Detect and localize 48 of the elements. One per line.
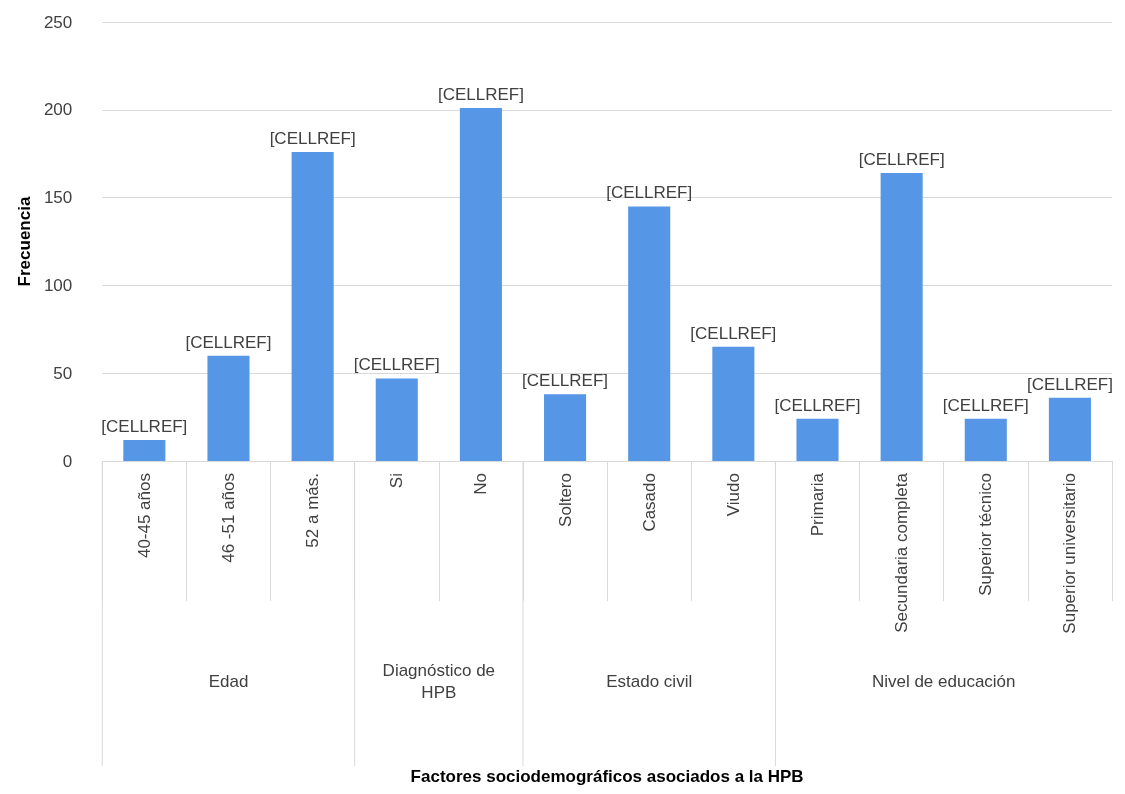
y-tick-label: 150 bbox=[43, 188, 73, 208]
x-tick-label: Viudo bbox=[723, 473, 743, 517]
bar bbox=[207, 355, 250, 461]
y-tick-label: 100 bbox=[43, 275, 73, 295]
bar bbox=[712, 346, 755, 461]
data-label: [CELLREF] bbox=[1026, 374, 1113, 394]
bar bbox=[628, 206, 671, 461]
x-tick-label: Casado bbox=[639, 473, 659, 532]
bar bbox=[796, 418, 839, 461]
x-tick-label: Superior universitario bbox=[1060, 473, 1080, 634]
x-tick-label: 46 -51 años bbox=[218, 473, 238, 563]
bar bbox=[375, 378, 418, 461]
data-label: [CELLREF] bbox=[690, 323, 777, 343]
x-tick-label: Primaria bbox=[807, 472, 827, 537]
x-tick-label: 40-45 años bbox=[134, 473, 154, 559]
bar bbox=[1048, 397, 1091, 461]
y-tick-label: 250 bbox=[43, 12, 73, 32]
data-label: [CELLREF] bbox=[606, 183, 693, 203]
bar bbox=[123, 439, 166, 461]
data-label: [CELLREF] bbox=[185, 332, 272, 352]
data-label: [CELLREF] bbox=[353, 355, 440, 375]
data-label: [CELLREF] bbox=[858, 150, 945, 170]
text: Diagnóstico de HPB bbox=[382, 660, 496, 702]
y-tick-label: 50 bbox=[53, 363, 73, 383]
bar bbox=[544, 394, 587, 461]
bar bbox=[880, 173, 923, 461]
x-tick-label: No bbox=[471, 473, 491, 495]
x-tick-label: 52 a más. bbox=[303, 473, 323, 548]
bar bbox=[291, 151, 334, 461]
data-label: [CELLREF] bbox=[269, 128, 356, 148]
x-tick-label: Soltero bbox=[555, 473, 575, 527]
y-tick-label: 0 bbox=[62, 451, 73, 471]
x-tick-label: Secundaria completa bbox=[892, 472, 912, 633]
data-label: [CELLREF] bbox=[101, 416, 188, 436]
data-label: [CELLREF] bbox=[522, 371, 609, 391]
data-label: [CELLREF] bbox=[437, 85, 524, 105]
data-label: [CELLREF] bbox=[942, 395, 1029, 415]
bar bbox=[964, 418, 1007, 461]
text: Edad bbox=[208, 671, 249, 691]
x-tick-label: Superior técnico bbox=[976, 473, 996, 596]
y-axis-title: Frecuencia bbox=[15, 196, 34, 287]
text: Factores sociodemográficos asociados a la HPB bbox=[410, 766, 804, 786]
bar bbox=[459, 108, 502, 461]
text: Nivel de educación bbox=[871, 671, 1016, 691]
text: Estado civil bbox=[606, 671, 693, 691]
y-tick-label: 200 bbox=[43, 100, 73, 120]
data-label: [CELLREF] bbox=[774, 395, 861, 415]
x-tick-label: Si bbox=[387, 473, 407, 489]
